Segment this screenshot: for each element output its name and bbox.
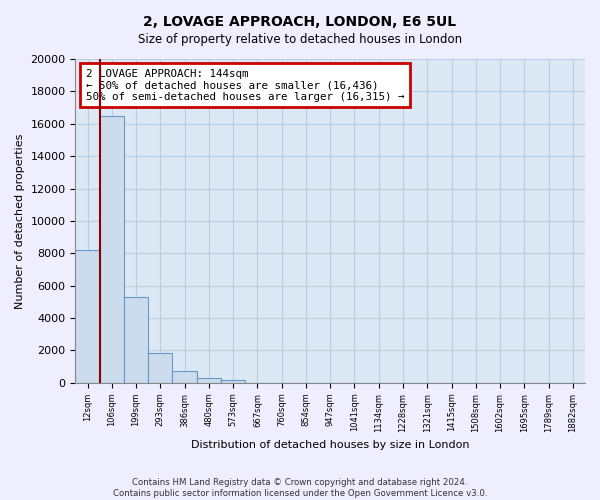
X-axis label: Distribution of detached houses by size in London: Distribution of detached houses by size … (191, 440, 469, 450)
Text: Size of property relative to detached houses in London: Size of property relative to detached ho… (138, 32, 462, 46)
Text: 2 LOVAGE APPROACH: 144sqm
← 50% of detached houses are smaller (16,436)
50% of s: 2 LOVAGE APPROACH: 144sqm ← 50% of detac… (86, 68, 404, 102)
Bar (148, 353, 172, 383)
Bar (172, 370, 197, 383)
Bar (221, 380, 245, 383)
Text: 2, LOVAGE APPROACH, LONDON, E6 5UL: 2, LOVAGE APPROACH, LONDON, E6 5UL (143, 15, 457, 29)
Bar (76, 250, 100, 383)
Bar (124, 297, 148, 383)
Bar (100, 116, 124, 383)
Text: Contains HM Land Registry data © Crown copyright and database right 2024.
Contai: Contains HM Land Registry data © Crown c… (113, 478, 487, 498)
Y-axis label: Number of detached properties: Number of detached properties (15, 133, 25, 308)
Bar (197, 378, 221, 383)
